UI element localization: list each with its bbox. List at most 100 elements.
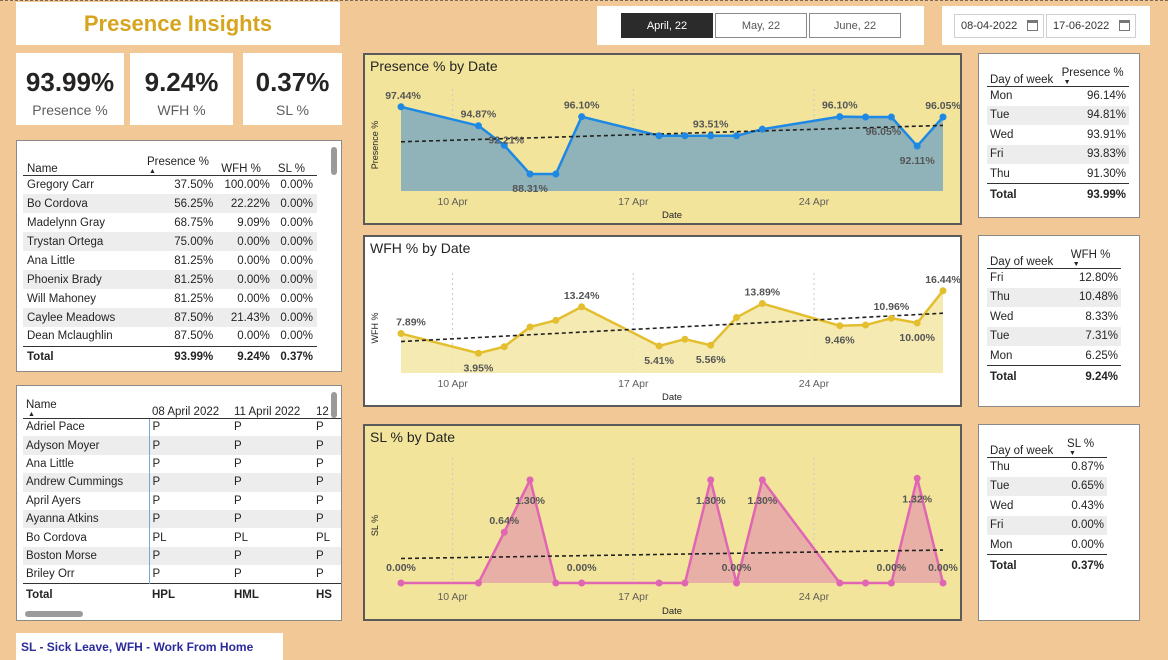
table-scrollbar[interactable] [331, 147, 337, 175]
table-row[interactable]: Bo Cordova 56.25% 22.22% 0.00% [23, 194, 317, 213]
data-point[interactable] [913, 319, 921, 327]
data-point[interactable] [552, 579, 560, 587]
data-point[interactable] [526, 323, 534, 331]
data-point[interactable] [681, 132, 689, 140]
month-option-june[interactable]: June, 22 [809, 13, 901, 38]
data-point[interactable] [578, 303, 586, 311]
table-row[interactable]: April Ayers P P P [23, 491, 341, 510]
dow-header-day[interactable]: Day of week [987, 60, 1059, 87]
table-row[interactable]: Gregory Carr 37.50% 100.00% 0.00% [23, 175, 317, 194]
data-point[interactable] [939, 287, 947, 295]
data-point[interactable] [836, 579, 844, 587]
data-point[interactable] [681, 335, 689, 343]
data-point[interactable] [397, 330, 405, 338]
dow-header-metric[interactable]: Presence % [1058, 60, 1129, 87]
calendar-icon[interactable] [1027, 20, 1038, 31]
table-row[interactable]: Thu 0.87% [987, 457, 1107, 477]
data-point[interactable] [500, 141, 508, 149]
table-row[interactable]: Andrew Cummings P P P [23, 473, 341, 492]
month-option-april[interactable]: April, 22 [621, 13, 713, 38]
table-row[interactable]: Ana Little P P P [23, 454, 341, 474]
data-point[interactable] [655, 579, 663, 587]
data-point[interactable] [526, 476, 534, 484]
data-point[interactable] [655, 132, 663, 140]
matrix-horizontal-scrollbar[interactable] [25, 611, 83, 617]
table-row[interactable]: Caylee Meadows 87.50% 21.43% 0.00% [23, 308, 317, 327]
matrix-vertical-scrollbar[interactable] [331, 392, 337, 418]
table-row[interactable]: Mon 6.25% [987, 346, 1121, 366]
data-point[interactable] [397, 103, 405, 111]
table-row[interactable]: Madelynn Gray 68.75% 9.09% 0.00% [23, 213, 317, 232]
table-row[interactable]: Thu 91.30% [987, 164, 1129, 184]
table-row[interactable]: Fri 93.83% [987, 144, 1129, 164]
data-point[interactable] [913, 474, 921, 482]
data-point[interactable] [887, 579, 895, 587]
col-header-name[interactable]: Name [23, 147, 143, 176]
table-row[interactable]: Wed 93.91% [987, 125, 1129, 145]
start-date-input[interactable]: 08-04-2022 [954, 14, 1044, 38]
data-point[interactable] [655, 342, 663, 350]
calendar-icon[interactable] [1119, 20, 1130, 31]
table-row[interactable]: Fri 12.80% [987, 268, 1121, 288]
month-option-may[interactable]: May, 22 [715, 13, 807, 38]
table-row[interactable]: Wed 0.43% [987, 496, 1107, 516]
data-point[interactable] [758, 125, 766, 133]
data-point[interactable] [939, 579, 947, 587]
data-point[interactable] [397, 579, 405, 587]
table-row[interactable]: Mon 96.14% [987, 86, 1129, 106]
table-row[interactable]: Adyson Moyer P P P [23, 436, 341, 455]
table-row[interactable]: Bo Cordova PL PL PL [23, 528, 341, 547]
data-point[interactable] [733, 579, 741, 587]
data-point[interactable] [552, 316, 560, 324]
data-point[interactable] [913, 142, 921, 150]
data-point[interactable] [552, 170, 560, 178]
table-row[interactable]: Mon 0.00% [987, 535, 1107, 555]
table-row[interactable]: Fri 0.00% [987, 515, 1107, 535]
col-header-presence[interactable]: Presence % [143, 147, 218, 176]
dow-header-day[interactable]: Day of week [987, 431, 1065, 458]
data-point[interactable] [578, 579, 586, 587]
data-point[interactable] [862, 579, 870, 587]
data-point[interactable] [758, 300, 766, 308]
data-point[interactable] [707, 341, 715, 349]
data-point[interactable] [474, 122, 482, 130]
table-row[interactable]: Will Mahoney 81.25% 0.00% 0.00% [23, 289, 317, 308]
data-point[interactable] [862, 113, 870, 121]
table-row[interactable]: Wed 8.33% [987, 307, 1121, 327]
data-point[interactable] [526, 170, 534, 178]
data-point[interactable] [681, 579, 689, 587]
data-point[interactable] [733, 132, 741, 140]
data-point[interactable] [887, 314, 895, 322]
dow-header-day[interactable]: Day of week [987, 242, 1068, 269]
data-point[interactable] [862, 321, 870, 329]
data-point[interactable] [836, 322, 844, 330]
table-row[interactable]: Tue 7.31% [987, 326, 1121, 346]
table-row[interactable]: Thu 10.48% [987, 287, 1121, 307]
data-point[interactable] [578, 113, 586, 121]
col-header-sl[interactable]: SL % [273, 147, 317, 176]
table-row[interactable]: Dean Mclaughlin 87.50% 0.00% 0.00% [23, 327, 317, 346]
table-row[interactable]: Ana Little 81.25% 0.00% 0.00% [23, 251, 317, 270]
data-point[interactable] [500, 343, 508, 351]
data-point[interactable] [707, 476, 715, 484]
matrix-header-date-1[interactable]: 08 April 2022 [149, 392, 231, 419]
data-point[interactable] [887, 113, 895, 121]
matrix-header-date-2[interactable]: 11 April 2022 [231, 392, 313, 419]
table-row[interactable]: Trystan Ortega 75.00% 0.00% 0.00% [23, 232, 317, 251]
table-row[interactable]: Ayanna Atkins P P P [23, 509, 341, 529]
dow-header-metric[interactable]: SL % [1064, 431, 1107, 458]
col-header-wfh[interactable]: WFH % [217, 147, 274, 176]
table-row[interactable]: Tue 0.65% [987, 476, 1107, 496]
table-row[interactable]: Boston Morse P P P [23, 546, 341, 566]
data-point[interactable] [500, 528, 508, 536]
data-point[interactable] [733, 313, 741, 321]
data-point[interactable] [474, 579, 482, 587]
table-row[interactable]: Phoenix Brady 81.25% 0.00% 0.00% [23, 270, 317, 289]
data-point[interactable] [707, 132, 715, 140]
table-row[interactable]: Briley Orr P P P [23, 565, 341, 584]
table-row[interactable]: Tue 94.81% [987, 105, 1129, 125]
data-point[interactable] [474, 349, 482, 357]
dow-header-metric[interactable]: WFH % [1067, 242, 1121, 269]
end-date-input[interactable]: 17-06-2022 [1046, 14, 1136, 38]
data-point[interactable] [939, 113, 947, 121]
